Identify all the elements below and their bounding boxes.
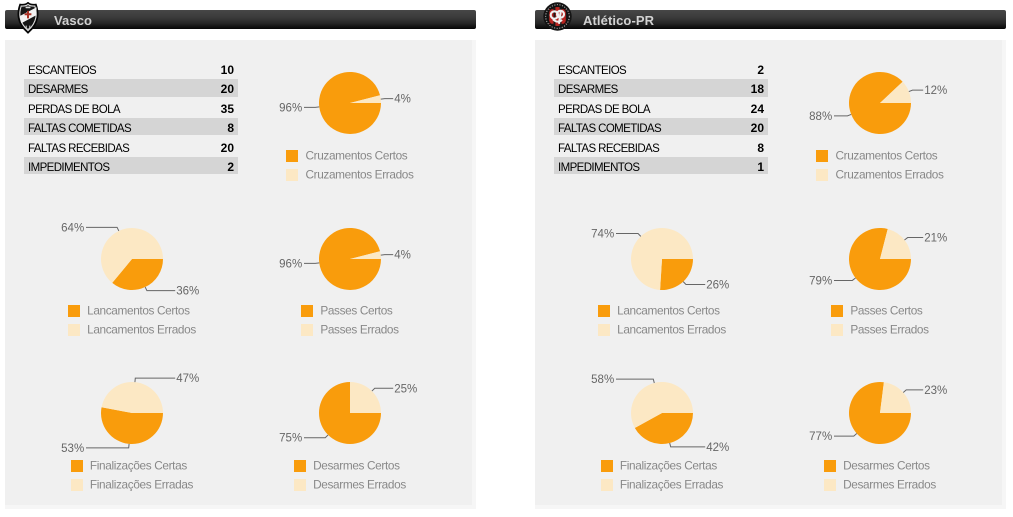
svg-text:42%: 42% bbox=[706, 442, 729, 454]
svg-text:23%: 23% bbox=[924, 385, 947, 397]
svg-text:4%: 4% bbox=[394, 94, 411, 106]
svg-text:96%: 96% bbox=[279, 102, 302, 114]
svg-text:36%: 36% bbox=[176, 286, 199, 298]
svg-text:79%: 79% bbox=[809, 276, 832, 288]
svg-text:96%: 96% bbox=[279, 258, 302, 270]
svg-text:26%: 26% bbox=[706, 280, 729, 292]
svg-text:25%: 25% bbox=[394, 383, 417, 395]
svg-text:53%: 53% bbox=[61, 443, 84, 455]
svg-text:58%: 58% bbox=[591, 374, 614, 386]
svg-text:75%: 75% bbox=[279, 433, 302, 445]
svg-text:88%: 88% bbox=[809, 111, 832, 123]
svg-text:21%: 21% bbox=[924, 233, 947, 245]
svg-text:47%: 47% bbox=[176, 373, 199, 385]
svg-text:74%: 74% bbox=[591, 229, 614, 241]
svg-text:12%: 12% bbox=[924, 85, 947, 97]
svg-text:64%: 64% bbox=[61, 222, 84, 234]
svg-text:77%: 77% bbox=[809, 431, 832, 443]
svg-text:4%: 4% bbox=[394, 250, 411, 262]
